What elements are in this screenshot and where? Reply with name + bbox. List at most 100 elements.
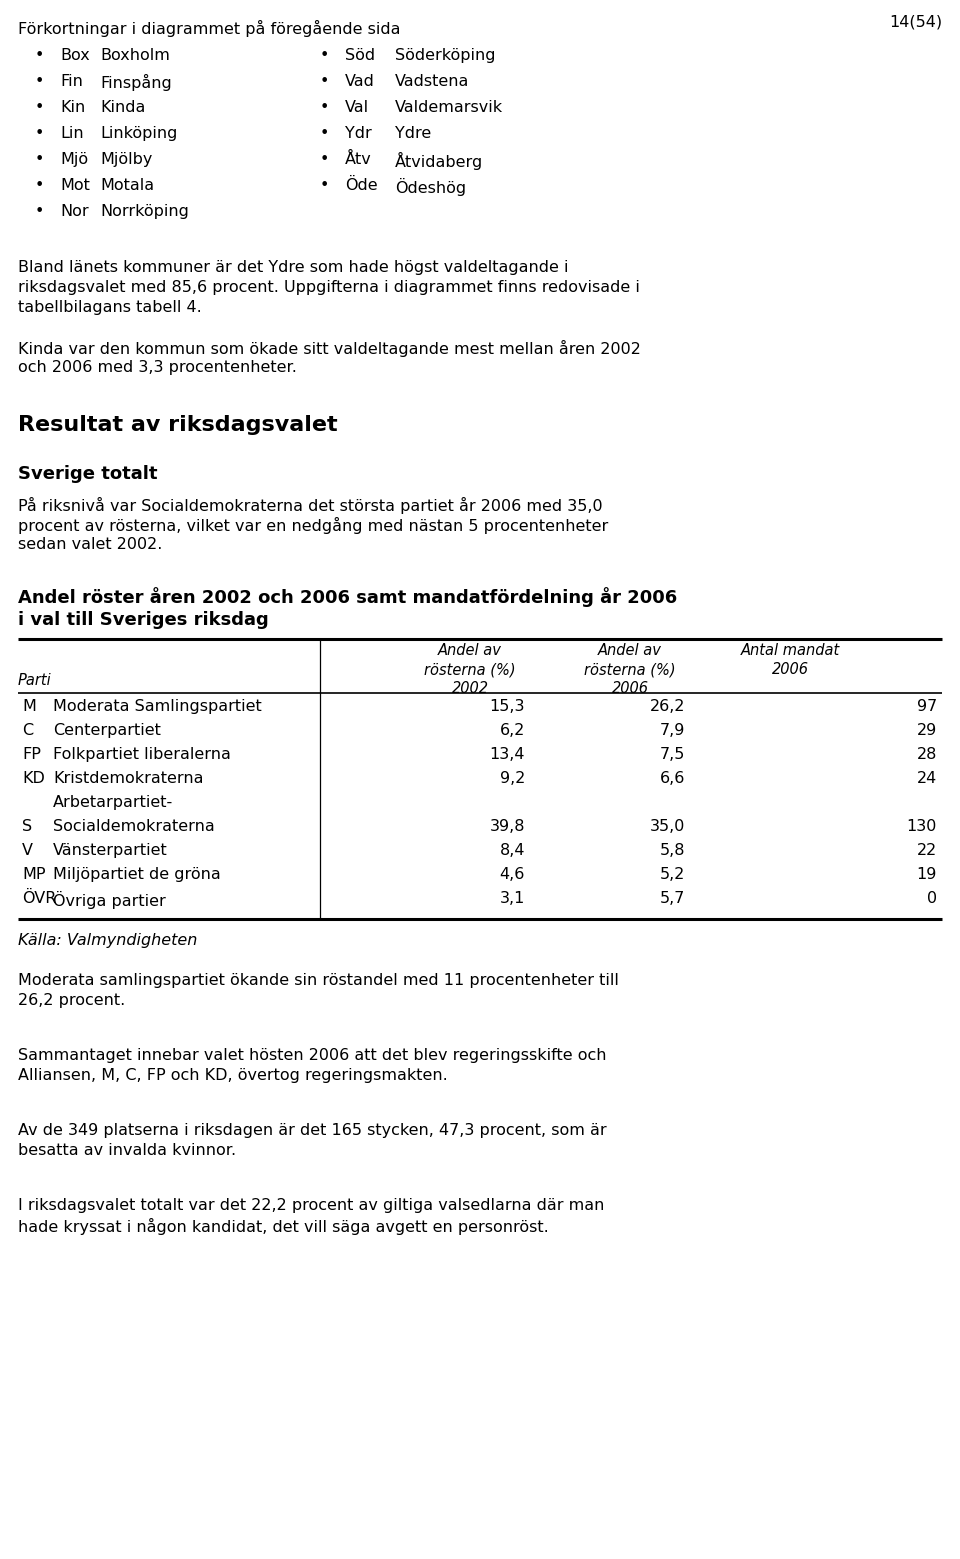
Text: 24: 24 — [917, 772, 937, 786]
Text: 7,5: 7,5 — [660, 747, 685, 762]
Text: Folkpartiet liberalerna: Folkpartiet liberalerna — [53, 747, 230, 762]
Text: C: C — [22, 723, 34, 737]
Text: 19: 19 — [917, 867, 937, 882]
Text: •: • — [320, 178, 329, 193]
Text: KD: KD — [22, 772, 45, 786]
Text: Förkortningar i diagrammet på föregående sida: Förkortningar i diagrammet på föregående… — [18, 20, 400, 37]
Text: Box: Box — [60, 48, 89, 62]
Text: 7,9: 7,9 — [660, 723, 685, 737]
Text: FP: FP — [22, 747, 41, 762]
Text: Andel röster åren 2002 och 2006 samt mandatfördelning år 2006: Andel röster åren 2002 och 2006 samt man… — [18, 588, 677, 606]
Text: Centerpartiet: Centerpartiet — [53, 723, 161, 737]
Text: 22: 22 — [917, 843, 937, 857]
Text: procent av rösterna, vilket var en nedgång med nästan 5 procentenheter: procent av rösterna, vilket var en nedgå… — [18, 518, 609, 535]
Text: •: • — [320, 126, 329, 140]
Text: •: • — [320, 73, 329, 89]
Text: Kin: Kin — [60, 100, 85, 115]
Text: Mjölby: Mjölby — [100, 151, 153, 167]
Text: hade kryssat i någon kandidat, det vill säga avgett en personröst.: hade kryssat i någon kandidat, det vill … — [18, 1218, 549, 1235]
Text: I riksdagsvalet totalt var det 22,2 procent av giltiga valsedlarna där man: I riksdagsvalet totalt var det 22,2 proc… — [18, 1197, 605, 1213]
Text: sedan valet 2002.: sedan valet 2002. — [18, 536, 162, 552]
Text: •: • — [320, 151, 329, 167]
Text: Vänsterpartiet: Vänsterpartiet — [53, 843, 168, 857]
Text: •: • — [35, 126, 44, 140]
Text: Norrköping: Norrköping — [100, 204, 189, 218]
Text: •: • — [35, 178, 44, 193]
Text: •: • — [320, 100, 329, 115]
Text: M: M — [22, 698, 36, 714]
Text: Linköping: Linköping — [100, 126, 178, 140]
Text: •: • — [35, 204, 44, 218]
Text: 26,2 procent.: 26,2 procent. — [18, 993, 125, 1009]
Text: 0: 0 — [926, 892, 937, 906]
Text: Miljöpartiet de gröna: Miljöpartiet de gröna — [53, 867, 221, 882]
Text: Sverige totalt: Sverige totalt — [18, 465, 157, 483]
Text: Söderköping: Söderköping — [395, 48, 495, 62]
Text: Vadstena: Vadstena — [395, 73, 469, 89]
Text: Sammantaget innebar valet hösten 2006 att det blev regeringsskifte och: Sammantaget innebar valet hösten 2006 at… — [18, 1048, 607, 1063]
Text: 13,4: 13,4 — [490, 747, 525, 762]
Text: Ödeshög: Ödeshög — [395, 178, 467, 196]
Text: Nor: Nor — [60, 204, 88, 218]
Text: ÖVR: ÖVR — [22, 892, 57, 906]
Text: 130: 130 — [906, 818, 937, 834]
Text: 6,2: 6,2 — [499, 723, 525, 737]
Text: Åtvidaberg: Åtvidaberg — [395, 151, 483, 170]
Text: Ydr: Ydr — [345, 126, 372, 140]
Text: Antal mandat
2006: Antal mandat 2006 — [740, 642, 840, 677]
Text: Ydre: Ydre — [395, 126, 431, 140]
Text: i val till Sveriges riksdag: i val till Sveriges riksdag — [18, 611, 269, 628]
Text: Övriga partier: Övriga partier — [53, 892, 166, 909]
Text: Motala: Motala — [100, 178, 155, 193]
Text: tabellbilagans tabell 4.: tabellbilagans tabell 4. — [18, 299, 202, 315]
Text: Socialdemokraterna: Socialdemokraterna — [53, 818, 215, 834]
Text: Kinda var den kommun som ökade sitt valdeltagande mest mellan åren 2002: Kinda var den kommun som ökade sitt vald… — [18, 340, 641, 357]
Text: Val: Val — [345, 100, 370, 115]
Text: •: • — [320, 48, 329, 62]
Text: •: • — [35, 100, 44, 115]
Text: 35,0: 35,0 — [650, 818, 685, 834]
Text: 28: 28 — [917, 747, 937, 762]
Text: Arbetarpartiet-: Arbetarpartiet- — [53, 795, 173, 811]
Text: Alliansen, M, C, FP och KD, övertog regeringsmakten.: Alliansen, M, C, FP och KD, övertog rege… — [18, 1068, 447, 1084]
Text: 97: 97 — [917, 698, 937, 714]
Text: Boxholm: Boxholm — [100, 48, 170, 62]
Text: Söd: Söd — [345, 48, 375, 62]
Text: 6,6: 6,6 — [660, 772, 685, 786]
Text: 4,6: 4,6 — [499, 867, 525, 882]
Text: besatta av invalda kvinnor.: besatta av invalda kvinnor. — [18, 1143, 236, 1158]
Text: 5,8: 5,8 — [660, 843, 685, 857]
Text: Andel av
rösterna (%)
2002: Andel av rösterna (%) 2002 — [424, 642, 516, 697]
Text: Lin: Lin — [60, 126, 84, 140]
Text: 9,2: 9,2 — [499, 772, 525, 786]
Text: 14(54): 14(54) — [889, 14, 942, 30]
Text: Bland länets kommuner är det Ydre som hade högst valdeltagande i: Bland länets kommuner är det Ydre som ha… — [18, 260, 568, 274]
Text: 29: 29 — [917, 723, 937, 737]
Text: 15,3: 15,3 — [490, 698, 525, 714]
Text: •: • — [35, 48, 44, 62]
Text: På riksnivå var Socialdemokraterna det största partiet år 2006 med 35,0: På riksnivå var Socialdemokraterna det s… — [18, 497, 603, 514]
Text: Finspång: Finspång — [100, 73, 172, 90]
Text: MP: MP — [22, 867, 45, 882]
Text: Mjö: Mjö — [60, 151, 88, 167]
Text: Öde: Öde — [345, 178, 377, 193]
Text: Parti: Parti — [18, 673, 52, 688]
Text: 39,8: 39,8 — [490, 818, 525, 834]
Text: 5,2: 5,2 — [660, 867, 685, 882]
Text: •: • — [35, 151, 44, 167]
Text: Mot: Mot — [60, 178, 90, 193]
Text: V: V — [22, 843, 33, 857]
Text: 8,4: 8,4 — [499, 843, 525, 857]
Text: Andel av
rösterna (%)
2006: Andel av rösterna (%) 2006 — [585, 642, 676, 697]
Text: Fin: Fin — [60, 73, 83, 89]
Text: Vad: Vad — [345, 73, 374, 89]
Text: Resultat av riksdagsvalet: Resultat av riksdagsvalet — [18, 415, 338, 435]
Text: Av de 349 platserna i riksdagen är det 165 stycken, 47,3 procent, som är: Av de 349 platserna i riksdagen är det 1… — [18, 1122, 607, 1138]
Text: S: S — [22, 818, 32, 834]
Text: Kinda: Kinda — [100, 100, 145, 115]
Text: 5,7: 5,7 — [660, 892, 685, 906]
Text: 3,1: 3,1 — [499, 892, 525, 906]
Text: Moderata Samlingspartiet: Moderata Samlingspartiet — [53, 698, 262, 714]
Text: Kristdemokraterna: Kristdemokraterna — [53, 772, 204, 786]
Text: Källa: Valmyndigheten: Källa: Valmyndigheten — [18, 932, 198, 948]
